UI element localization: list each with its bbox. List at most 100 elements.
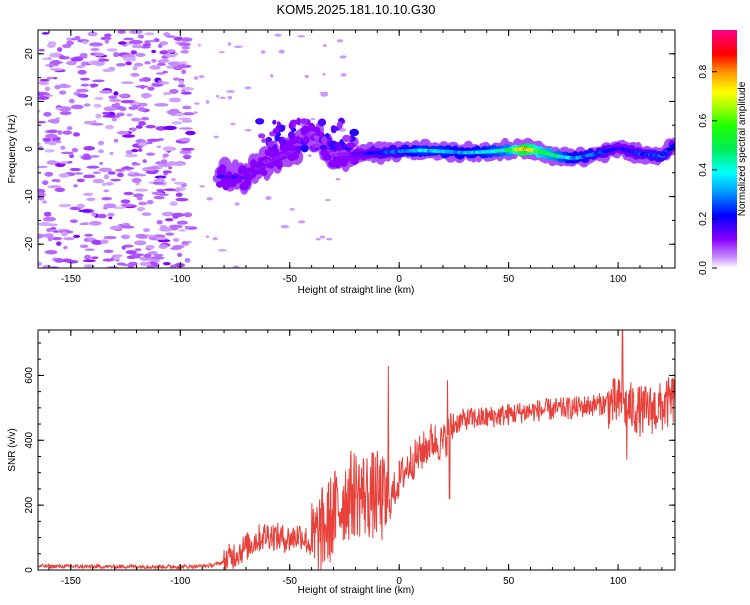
noise-blob: [181, 46, 191, 50]
noise-blob: [233, 45, 243, 48]
noise-blob: [86, 197, 96, 202]
noise-blob: [322, 44, 327, 47]
noise-blob: [38, 120, 47, 124]
noise-blob: [43, 233, 54, 238]
noise-blob: [39, 78, 50, 82]
noise-blob: [114, 102, 120, 107]
noise-blob: [90, 47, 100, 52]
noise-blob: [61, 44, 72, 49]
noise-blob: [93, 61, 105, 67]
noise-blob: [131, 253, 145, 257]
noise-blob: [43, 211, 52, 217]
y-tick-label: -20: [24, 237, 35, 252]
noise-blob: [184, 156, 191, 160]
noise-blob: [138, 147, 143, 153]
noise-blob: [169, 264, 177, 268]
noise-blob: [171, 121, 183, 125]
noise-blob: [199, 185, 205, 188]
noise-blob: [154, 175, 167, 179]
noise-blob: [125, 150, 133, 155]
noise-blob: [137, 34, 144, 39]
noise-blob: [123, 37, 134, 41]
noise-blob: [146, 141, 153, 145]
x-tick-label: 50: [503, 274, 515, 285]
noise-blob: [134, 248, 142, 252]
noise-blob: [112, 254, 123, 258]
noise-blob: [84, 233, 93, 237]
noise-blob: [103, 203, 117, 209]
noise-blob: [157, 177, 165, 183]
noise-blob: [134, 240, 147, 246]
noise-blob: [62, 130, 73, 135]
noise-blob: [156, 145, 162, 149]
noise-blob: [113, 256, 121, 260]
noise-blob: [84, 248, 95, 251]
noise-blob: [66, 126, 73, 131]
noise-blob: [178, 61, 188, 65]
noise-blob: [38, 234, 44, 239]
signal-cell: [261, 138, 267, 143]
noise-blob: [138, 120, 146, 126]
noise-blob: [144, 32, 155, 36]
noise-blob: [75, 88, 89, 93]
noise-blob: [140, 93, 152, 98]
noise-blob: [46, 160, 58, 165]
noise-blob: [76, 65, 85, 69]
noise-blob: [155, 237, 168, 240]
noise-blob: [244, 86, 252, 90]
noise-blob: [58, 203, 70, 208]
noise-blob: [108, 216, 113, 220]
noise-blob: [173, 188, 181, 192]
noise-blob: [154, 102, 169, 107]
signal-core: [670, 143, 675, 147]
noise-blob: [117, 30, 126, 34]
x-tick-label: -50: [283, 274, 298, 285]
noise-blob: [178, 127, 193, 130]
noise-blob: [162, 153, 169, 158]
signal-cell: [270, 147, 280, 157]
noise-blob: [123, 191, 134, 196]
x-tick-label: -100: [170, 576, 190, 587]
noise-blob: [86, 165, 100, 169]
noise-blob: [168, 97, 182, 103]
noise-blob: [171, 178, 176, 181]
noise-blob: [147, 251, 158, 255]
y-tick-label: 600: [24, 367, 35, 384]
noise-blob: [80, 83, 90, 87]
noise-blob: [151, 83, 164, 87]
noise-blob: [117, 41, 127, 45]
snr-x-ticks: -150 -100 -50 0 50 100: [48, 330, 663, 587]
signal-cell: [276, 159, 283, 170]
noise-blob: [227, 42, 232, 46]
noise-blob: [78, 209, 92, 213]
noise-blob: [185, 130, 196, 136]
noise-blob: [104, 33, 112, 38]
noise-blob: [131, 127, 137, 132]
noise-blob: [181, 69, 187, 75]
noise-blob: [76, 178, 85, 183]
noise-blob: [339, 55, 347, 59]
noise-blob: [73, 172, 84, 175]
noise-blob: [181, 86, 195, 91]
noise-blob: [212, 237, 218, 241]
noise-blob: [146, 138, 161, 142]
noise-blob: [97, 213, 107, 219]
noise-blob: [298, 220, 306, 224]
noise-blob: [149, 65, 161, 70]
noise-blob: [60, 151, 74, 155]
noise-blob: [180, 49, 189, 54]
noise-blob: [102, 111, 110, 115]
noise-blob: [135, 233, 148, 239]
noise-blob: [125, 153, 138, 158]
signal-cell: [219, 164, 227, 173]
noise-blob: [93, 103, 102, 108]
noise-blob: [304, 74, 309, 79]
noise-blob: [61, 231, 68, 237]
noise-blob: [80, 61, 87, 67]
noise-blob: [38, 109, 41, 113]
noise-blob: [55, 178, 61, 183]
noise-blob: [103, 249, 114, 253]
noise-blob: [179, 150, 192, 155]
signal-cell: [274, 134, 281, 142]
noise-blob: [83, 103, 91, 107]
